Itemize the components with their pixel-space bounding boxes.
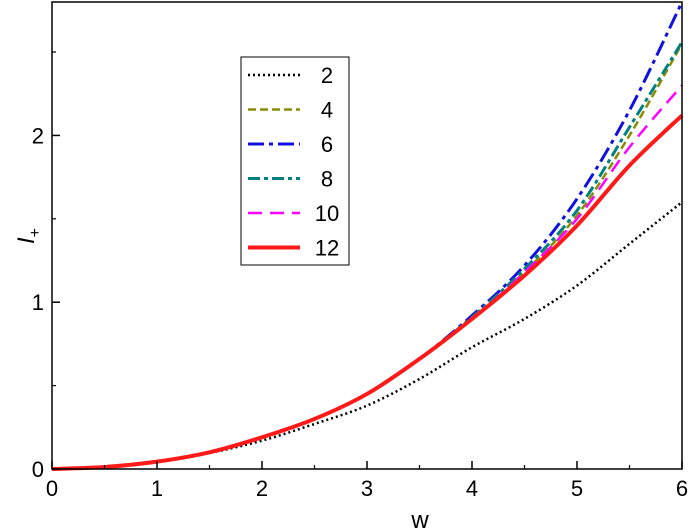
series-line-12 xyxy=(51,113,684,471)
x-tick-label: 3 xyxy=(361,476,373,501)
series-line-6 xyxy=(51,1,684,471)
y-tick-label: 0 xyxy=(32,457,44,482)
x-tick-label: 1 xyxy=(151,476,163,501)
x-axis-title: w xyxy=(410,507,429,530)
legend-box xyxy=(240,56,350,266)
x-tick-label: 6 xyxy=(676,476,688,501)
x-tick-label: 5 xyxy=(571,476,583,501)
y-axis-title: I+ xyxy=(13,228,44,244)
series-line-8 xyxy=(51,41,684,471)
x-tick-label: 0 xyxy=(46,476,58,501)
x-tick-label: 4 xyxy=(466,476,478,501)
series-layer xyxy=(51,1,684,471)
legend-label-4: 4 xyxy=(321,98,333,123)
legend-label-2: 2 xyxy=(321,63,333,88)
y-axis-title-main: I xyxy=(13,237,40,244)
legend: 2 4 6 8 10 12 xyxy=(240,56,350,266)
y-axis-title-sub: + xyxy=(27,228,44,237)
plot-frame xyxy=(51,1,683,470)
legend-label-12: 12 xyxy=(315,236,339,261)
series-line-2 xyxy=(51,201,683,471)
y-tick-label: 2 xyxy=(32,123,44,148)
y-tick-label: 1 xyxy=(32,290,44,315)
legend-label-8: 8 xyxy=(321,167,333,192)
series-line-10 xyxy=(51,84,683,471)
series-line-4 xyxy=(51,43,684,471)
legend-label-10: 10 xyxy=(315,201,339,226)
x-tick-label: 2 xyxy=(256,476,268,501)
legend-label-6: 6 xyxy=(321,132,333,157)
svg-text:I+: I+ xyxy=(13,228,44,244)
